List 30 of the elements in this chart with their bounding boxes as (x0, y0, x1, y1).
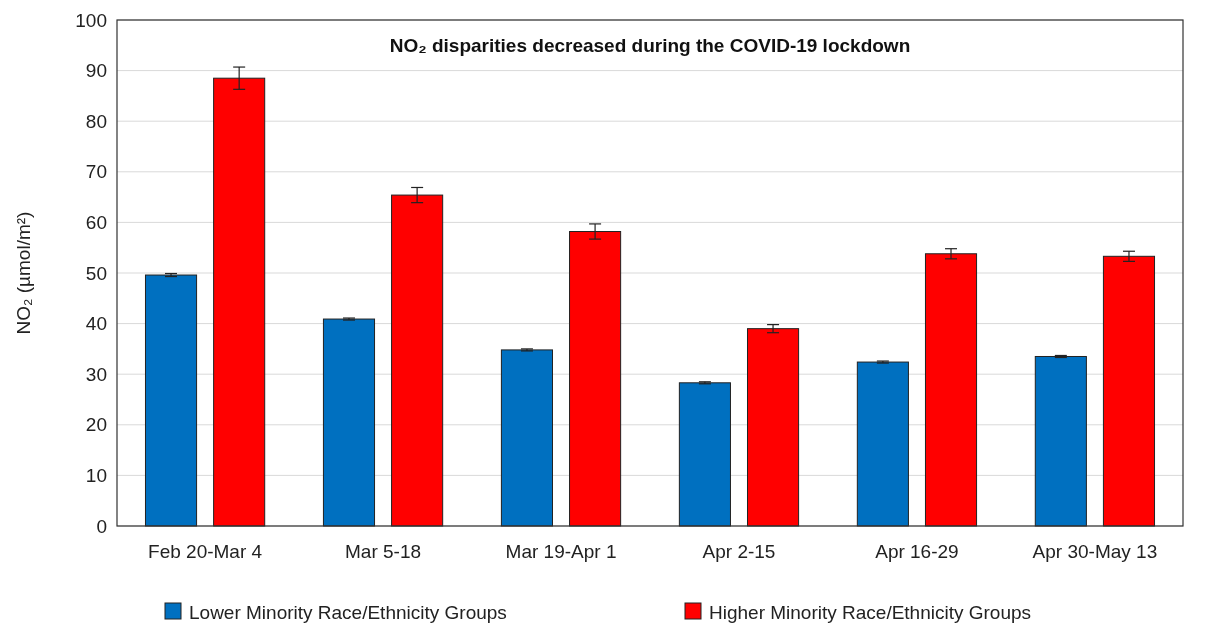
x-tick-label: Apr 16-29 (875, 541, 959, 562)
legend-label: Lower Minority Race/Ethnicity Groups (189, 601, 507, 623)
y-tick-label: 30 (85, 363, 107, 385)
x-tick-label: Mar 5-18 (345, 541, 422, 562)
x-tick-label: Apr 30-May 13 (1032, 541, 1158, 562)
y-tick-label: 60 (85, 212, 107, 234)
x-tick-label: Feb 20-Mar 4 (148, 541, 263, 562)
bar (1034, 355, 1087, 527)
legend-label: Higher Minority Race/Ethnicity Groups (709, 601, 1032, 623)
bar (1102, 255, 1156, 527)
text: NO₂ disparities decreased during the COVID-19 lockdown (389, 35, 911, 56)
y-axis-title: NO₂ (µmol/m²) (13, 211, 34, 335)
bar (924, 253, 978, 527)
x-tick-label: Apr 2-15 (702, 541, 776, 562)
y-tick-label: 90 (85, 60, 107, 82)
y-tick-label: 100 (75, 9, 107, 31)
bar (678, 382, 731, 527)
bar (500, 349, 553, 527)
y-tick-label: 20 (85, 414, 107, 436)
y-tick-label: 40 (85, 313, 107, 335)
y-tick-label: 50 (85, 262, 107, 284)
y-tick-label: 70 (85, 161, 107, 183)
y-tick-label: 80 (85, 110, 107, 132)
x-tick-label: Mar 19-Apr 1 (505, 541, 617, 562)
bar (144, 274, 198, 527)
bar (747, 328, 800, 527)
bar (856, 361, 909, 527)
y-tick-label: 0 (96, 515, 107, 537)
bar (322, 318, 376, 527)
y-tick-label: 10 (85, 465, 107, 487)
